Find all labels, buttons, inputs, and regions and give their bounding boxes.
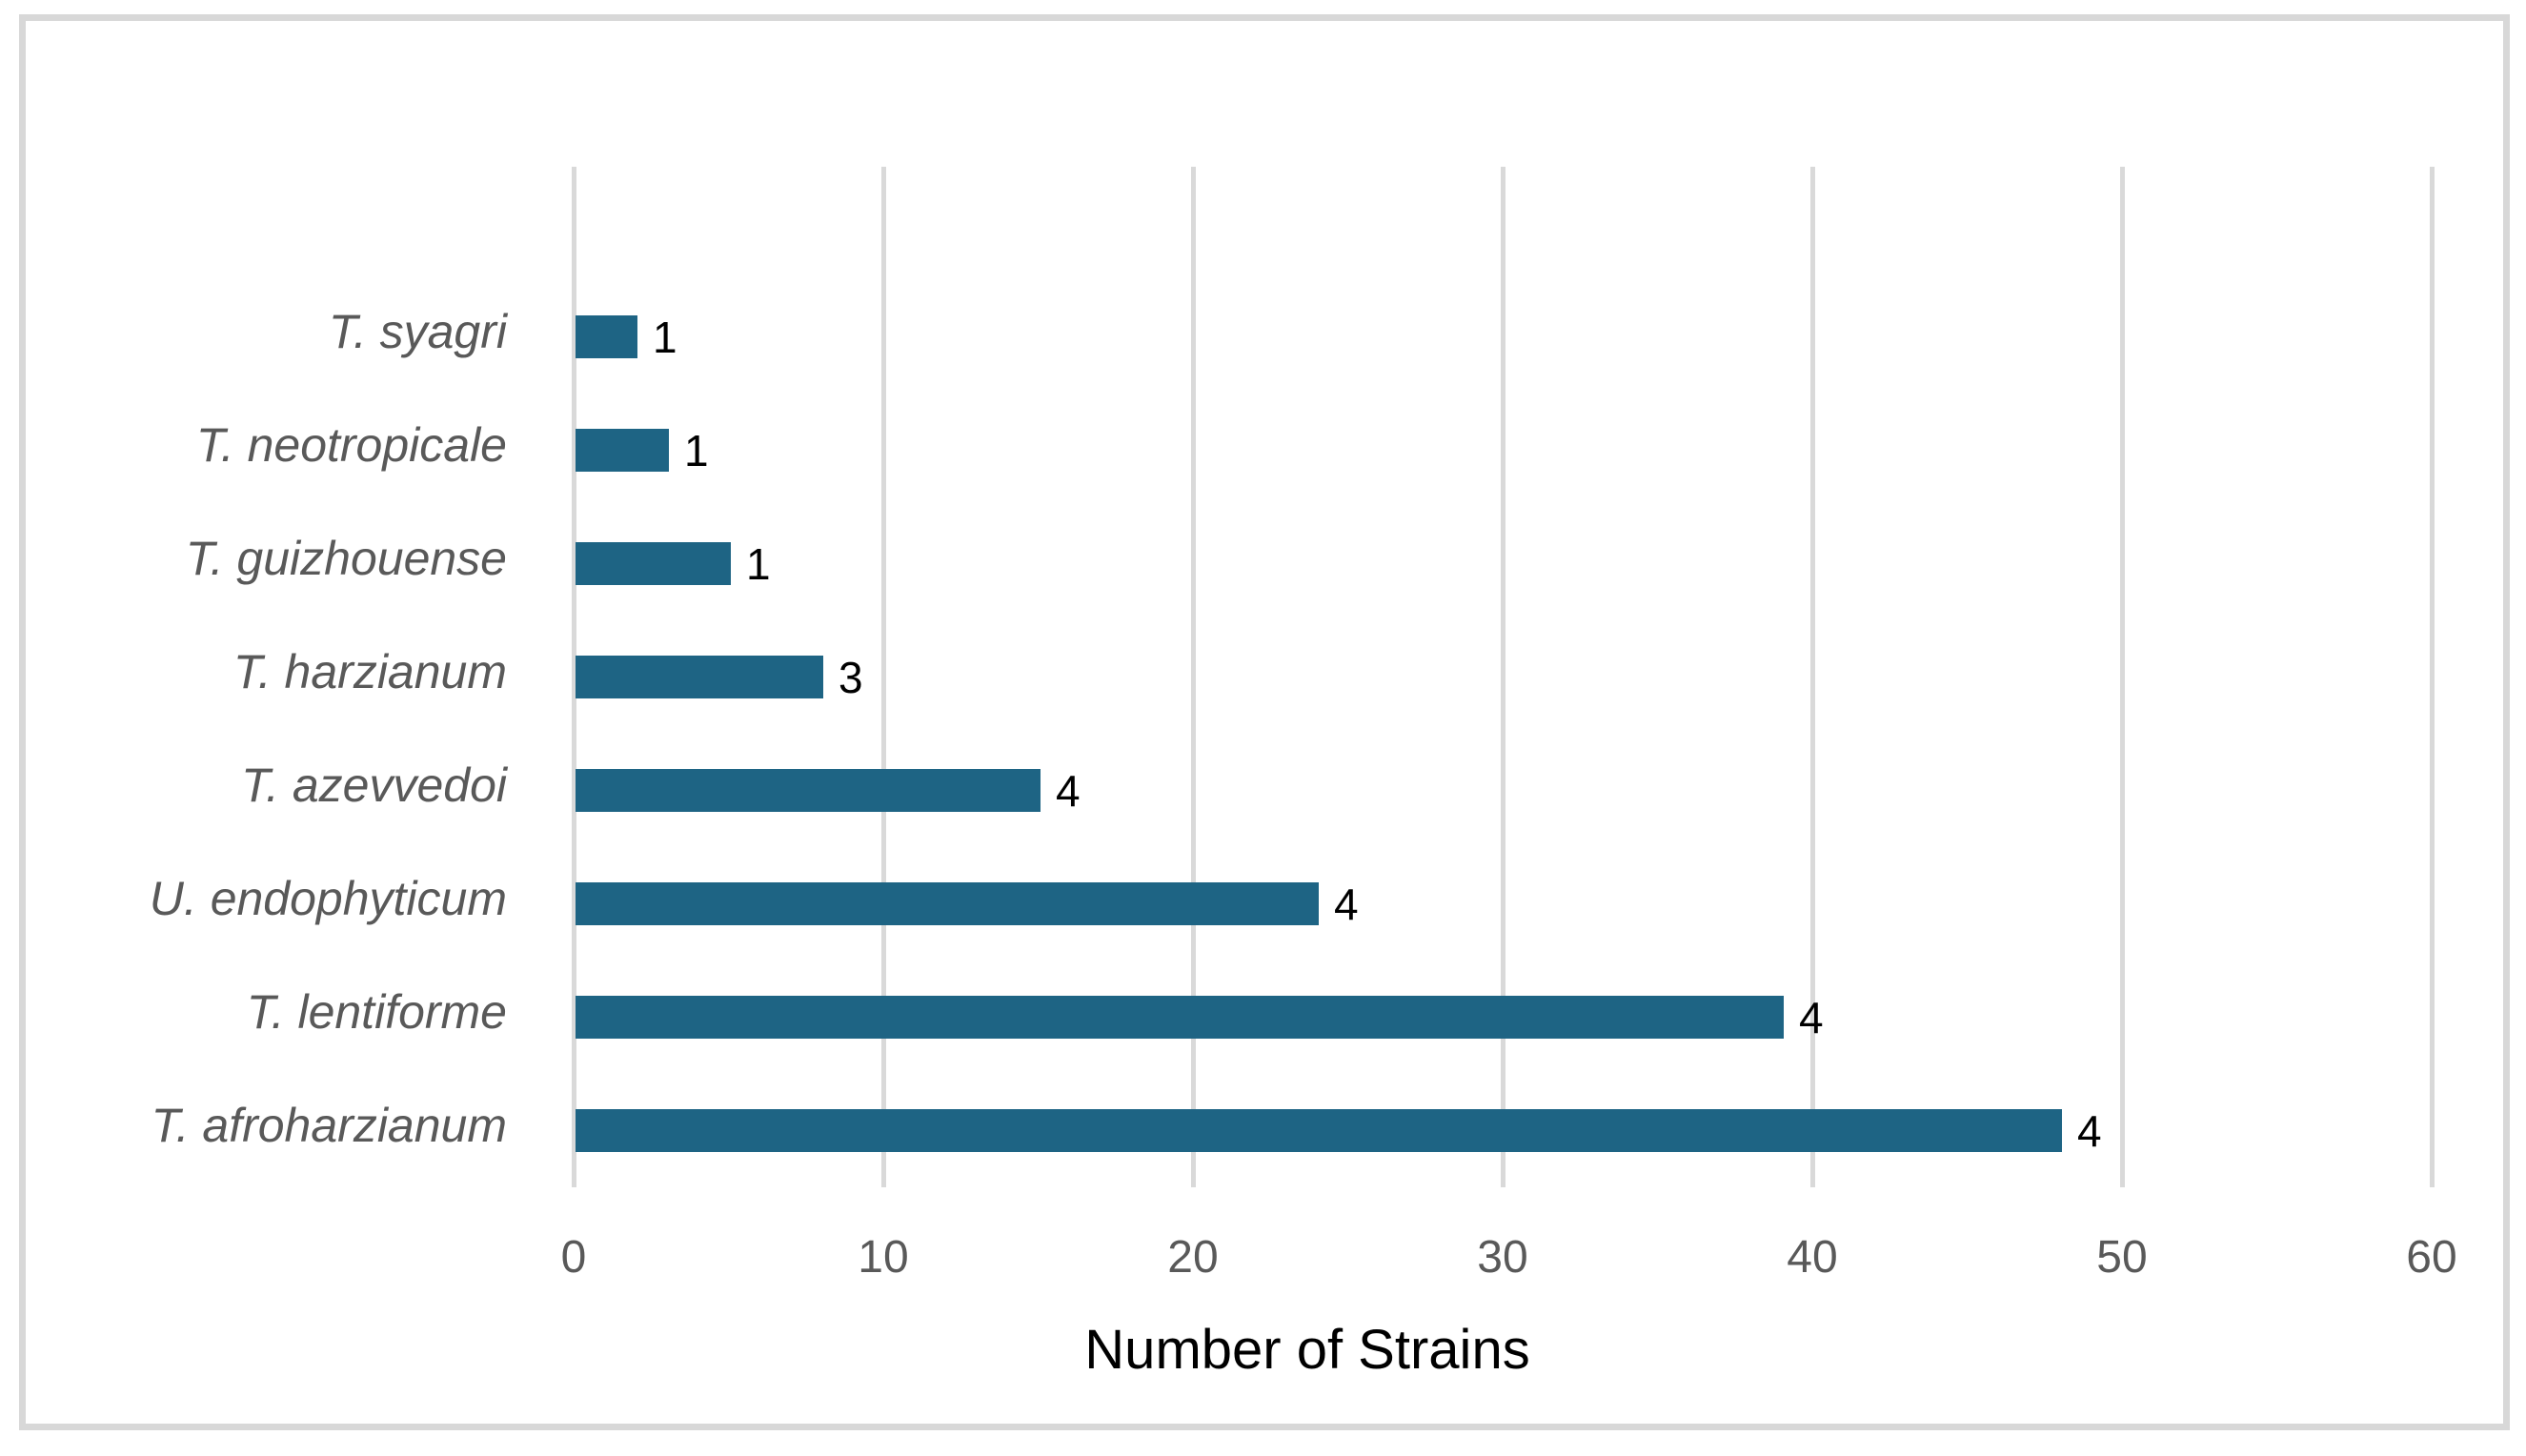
gridline xyxy=(1810,167,1815,1187)
figure-frame xyxy=(19,14,2510,1430)
bar xyxy=(576,429,669,472)
category-label: U. endophyticum xyxy=(149,872,507,925)
x-tick-label: 60 xyxy=(2406,1232,2457,1283)
gridline xyxy=(2120,167,2125,1187)
bar xyxy=(576,1109,2062,1152)
bar xyxy=(576,315,637,358)
category-label: T. guizhouense xyxy=(185,532,507,585)
x-tick-label: 40 xyxy=(1787,1232,1838,1283)
gridline xyxy=(881,167,886,1187)
bar-value-label: 4 xyxy=(1334,880,1359,929)
bar xyxy=(576,542,731,585)
bar xyxy=(576,769,1041,812)
bar xyxy=(576,996,1784,1039)
category-label: T. azevvedoi xyxy=(241,758,507,812)
bar-value-label: 4 xyxy=(1799,993,1824,1042)
bar xyxy=(576,882,1319,925)
bar xyxy=(576,656,823,698)
x-tick-label: 20 xyxy=(1167,1232,1219,1283)
x-axis-title: Number of Strains xyxy=(1084,1319,1530,1381)
gridline xyxy=(2430,167,2435,1187)
x-tick-label: 30 xyxy=(1477,1232,1528,1283)
x-tick-label: 50 xyxy=(2096,1232,2148,1283)
x-tick-label: 0 xyxy=(560,1232,587,1283)
bar-value-label: 1 xyxy=(684,426,709,475)
bar-value-label: 4 xyxy=(2077,1106,2102,1156)
bar-value-label: 4 xyxy=(1056,766,1081,816)
gridline xyxy=(1501,167,1505,1187)
gridline xyxy=(1191,167,1196,1187)
category-label: T. afroharzianum xyxy=(151,1099,507,1152)
bar-value-label: 1 xyxy=(653,313,677,362)
category-label: T. harzianum xyxy=(232,645,507,698)
bar-value-label: 3 xyxy=(839,653,863,702)
category-label: T. neotropicale xyxy=(195,418,507,472)
gridline xyxy=(572,167,576,1187)
bar-value-label: 1 xyxy=(746,539,771,589)
category-label: T. syagri xyxy=(328,305,507,358)
category-label: T. lentiforme xyxy=(246,985,507,1039)
x-tick-label: 10 xyxy=(858,1232,909,1283)
